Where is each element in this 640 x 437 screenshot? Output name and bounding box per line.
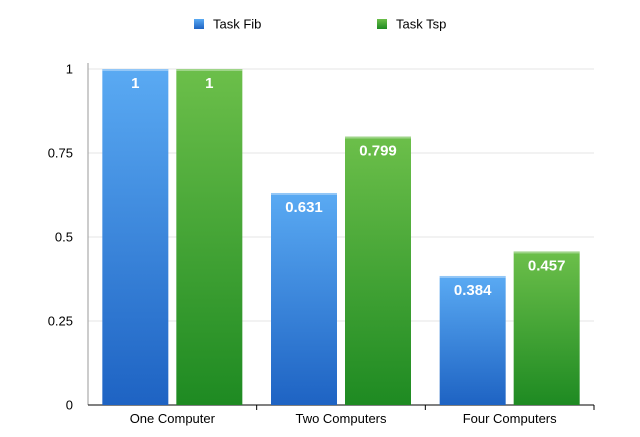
- axes: 0 0.25 0.5 0.75 1 One Computer Two Computers Fo…: [48, 62, 595, 426]
- y-tick-label: 0.5: [55, 230, 73, 245]
- bars: [102, 69, 580, 405]
- bar-task-tsp-two-computers: [345, 136, 411, 405]
- bar-task-tsp-four-computers: [513, 251, 580, 405]
- x-category-label: Two Computers: [295, 411, 387, 426]
- bar-task-fib-four-computers: [439, 275, 506, 405]
- bar-highlight: [271, 192, 337, 195]
- x-category-label: One Computer: [130, 411, 216, 426]
- data-label: 0.457: [528, 257, 566, 274]
- y-tick-label: 0.25: [48, 314, 73, 329]
- bar-highlight: [439, 275, 506, 278]
- gridlines: [88, 68, 594, 322]
- bar-highlight: [176, 69, 243, 71]
- legend-label: Task Tsp: [396, 17, 446, 32]
- data-label: 1: [205, 75, 213, 92]
- data-label: 0.799: [359, 143, 397, 160]
- x-category-label: Four Computers: [463, 411, 557, 426]
- legend-label: Task Fib: [213, 17, 261, 32]
- bar-task-fib-two-computers: [271, 192, 337, 405]
- bar-highlight: [345, 136, 411, 139]
- data-label: 1: [131, 75, 139, 92]
- y-tick-label: 1: [66, 62, 73, 77]
- y-tick-label: 0: [66, 398, 73, 413]
- legend-swatch: [377, 19, 387, 29]
- legend: Task Fib Task Tsp: [194, 17, 446, 32]
- legend-swatch: [194, 19, 204, 29]
- bar-task-tsp-one-computer: [176, 69, 243, 405]
- data-labels: 1 1 0.631 0.799 0.384 0.457: [131, 75, 565, 299]
- bar-highlight: [513, 251, 580, 254]
- data-label: 0.631: [285, 199, 323, 216]
- bar-highlight: [102, 69, 169, 71]
- y-tick-label: 0.75: [48, 146, 73, 161]
- bar-task-fib-one-computer: [102, 69, 169, 405]
- data-label: 0.384: [454, 282, 492, 299]
